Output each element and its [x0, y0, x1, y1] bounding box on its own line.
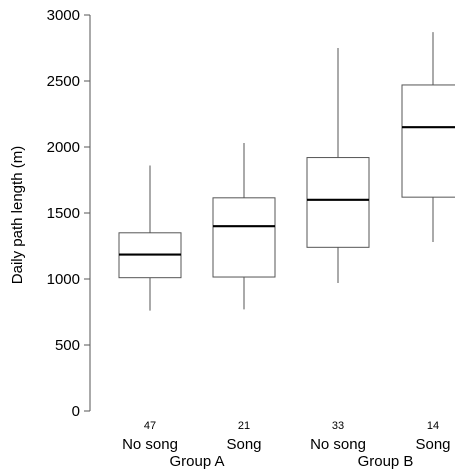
box-iqr	[212, 197, 276, 278]
y-tick-label: 1500	[47, 205, 80, 222]
y-tick-label: 3000	[47, 7, 80, 24]
box-1	[118, 165, 182, 311]
group-label: Group B	[358, 453, 414, 470]
y-tick-label: 1000	[47, 271, 80, 288]
category-label: No song	[122, 436, 178, 453]
y-tick-label: 0	[72, 403, 80, 420]
group-label: Group A	[169, 453, 224, 470]
y-tick-label: 2000	[47, 139, 80, 156]
category-label: Song	[226, 436, 261, 453]
y-tick-label: 500	[55, 337, 80, 354]
sample-size-label: 47	[144, 420, 156, 432]
box-2	[212, 143, 276, 310]
box-4	[401, 32, 455, 243]
box-series	[118, 32, 455, 311]
y-axis-title: Daily path length (m)	[9, 146, 26, 284]
sample-size-label: 21	[238, 420, 250, 432]
y-tick-label: 2500	[47, 73, 80, 90]
sample-size-label: 33	[332, 420, 344, 432]
box-iqr	[306, 157, 370, 248]
box-3	[306, 48, 370, 283]
sample-size-label: 14	[427, 420, 439, 432]
box-iqr	[401, 84, 455, 198]
category-label: No song	[310, 436, 366, 453]
y-axis: 0 500 1000 1500 2000 2500 3000	[47, 7, 91, 420]
category-label: Song	[415, 436, 450, 453]
